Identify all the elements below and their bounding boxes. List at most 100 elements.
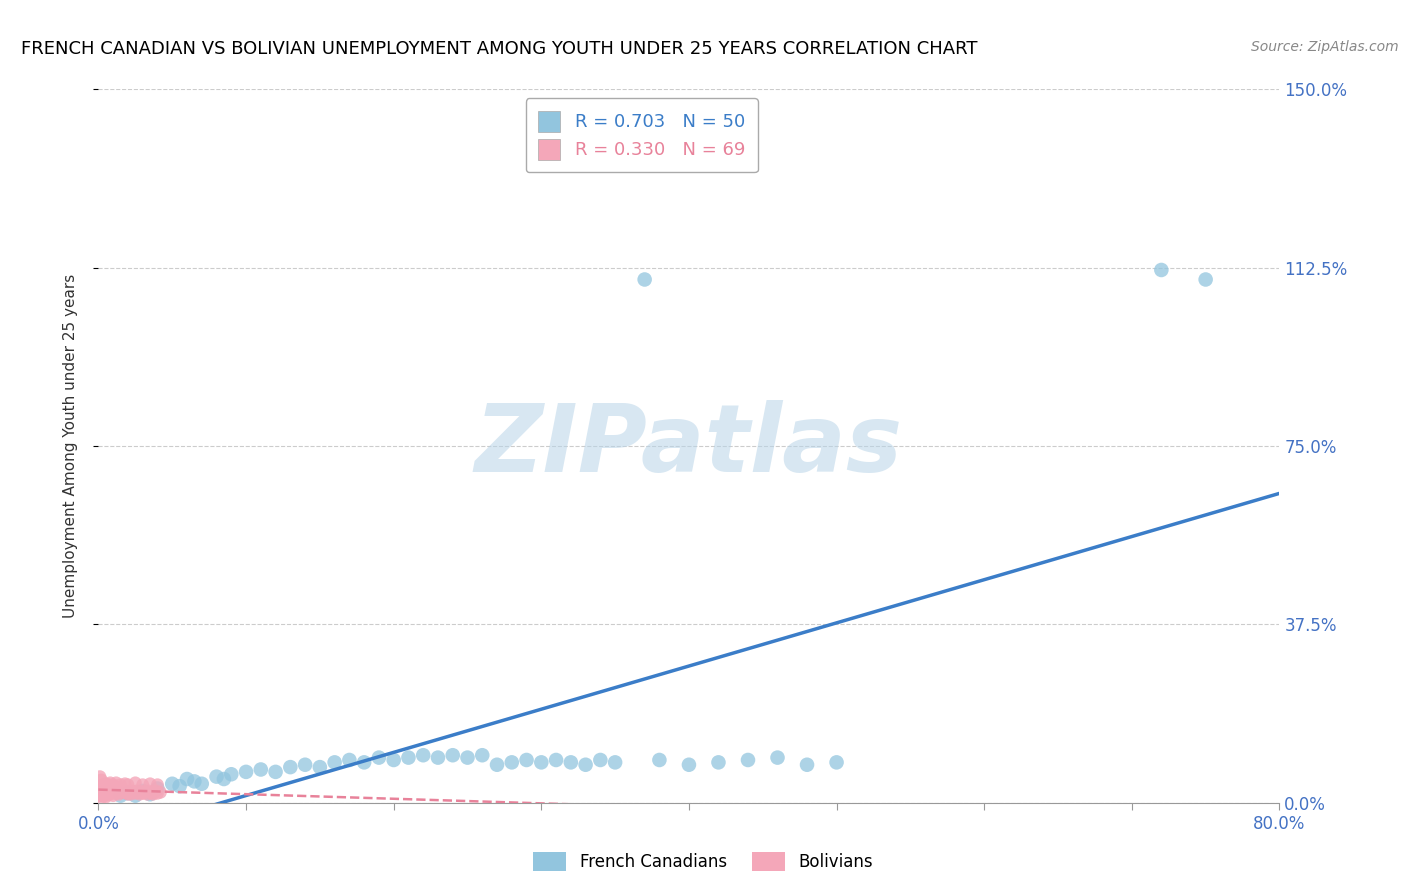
Point (1195, 272, 1218, 286)
Point (93, 786, 115, 800)
Point (294, 757, 316, 772)
Legend: R = 0.703   N = 50, R = 0.330   N = 69: R = 0.703 N = 50, R = 0.330 N = 69 (526, 98, 758, 172)
Point (169, 779, 191, 793)
Point (91, 784, 114, 798)
Point (110, 782, 132, 797)
Point (111, 784, 134, 798)
Point (129, 785, 152, 799)
Point (737, 753, 759, 767)
Point (105, 776, 128, 790)
Point (108, 787, 131, 801)
Point (100, 779, 122, 793)
Point (766, 750, 789, 764)
Point (633, 272, 655, 286)
Point (212, 772, 235, 786)
Point (94, 790, 117, 805)
Point (132, 786, 155, 800)
Point (132, 778, 155, 792)
Point (110, 778, 132, 792)
Point (309, 760, 332, 774)
Point (205, 770, 228, 784)
Point (146, 786, 169, 800)
Point (114, 777, 136, 791)
Point (125, 784, 148, 798)
Point (515, 753, 537, 767)
Point (94, 777, 117, 791)
Point (139, 785, 162, 799)
Text: ZIPatlas: ZIPatlas (475, 400, 903, 492)
Point (98, 776, 121, 790)
Point (110, 785, 132, 799)
Point (120, 787, 142, 801)
Point (107, 784, 129, 798)
Point (93, 780, 115, 795)
Point (146, 781, 169, 796)
Point (353, 756, 375, 770)
Point (574, 757, 596, 772)
Point (117, 778, 139, 792)
Point (162, 777, 183, 791)
Point (90, 781, 112, 796)
Point (98, 787, 121, 801)
Point (94, 787, 117, 801)
Y-axis label: Unemployment Among Youth under 25 years: Unemployment Among Youth under 25 years (63, 274, 77, 618)
Point (90, 791, 112, 805)
Point (98, 784, 121, 798)
Legend: French Canadians, Bolivians: French Canadians, Bolivians (524, 843, 882, 880)
Point (103, 785, 125, 799)
Point (97, 778, 120, 792)
Point (117, 786, 139, 800)
Point (546, 753, 568, 767)
Point (176, 772, 198, 786)
Point (146, 778, 169, 792)
Point (427, 750, 450, 764)
Point (382, 753, 405, 767)
Point (115, 786, 138, 800)
Point (128, 787, 150, 801)
Point (96, 779, 118, 793)
Text: Source: ZipAtlas.com: Source: ZipAtlas.com (1251, 40, 1399, 54)
Point (191, 777, 214, 791)
Point (1150, 263, 1173, 277)
Point (323, 756, 346, 770)
Point (139, 787, 162, 801)
Point (219, 767, 242, 781)
Point (91, 789, 114, 803)
Point (96, 788, 118, 802)
Point (339, 753, 360, 767)
Point (127, 785, 149, 799)
Point (145, 784, 167, 798)
Point (183, 774, 205, 789)
Point (112, 785, 135, 799)
Point (118, 785, 141, 799)
Point (648, 753, 671, 767)
Point (264, 764, 287, 779)
Point (471, 748, 494, 763)
Point (441, 748, 464, 763)
Point (149, 785, 172, 799)
Point (134, 784, 156, 798)
Point (278, 760, 302, 774)
Point (122, 785, 145, 799)
Point (605, 756, 627, 770)
Point (103, 778, 125, 792)
Point (560, 756, 582, 770)
Point (707, 756, 730, 770)
Point (124, 789, 146, 803)
Point (96, 785, 118, 799)
Point (412, 748, 434, 763)
Point (530, 756, 553, 770)
Point (235, 764, 257, 779)
Point (136, 787, 159, 801)
Point (486, 757, 509, 772)
Point (117, 784, 139, 798)
Point (678, 757, 700, 772)
Point (105, 786, 128, 800)
Point (143, 785, 166, 799)
Point (117, 787, 139, 801)
Point (124, 786, 146, 800)
Point (142, 787, 165, 801)
Text: FRENCH CANADIAN VS BOLIVIAN UNEMPLOYMENT AMONG YOUTH UNDER 25 YEARS CORRELATION : FRENCH CANADIAN VS BOLIVIAN UNEMPLOYMENT… (21, 40, 977, 58)
Point (89, 779, 111, 793)
Point (825, 756, 848, 770)
